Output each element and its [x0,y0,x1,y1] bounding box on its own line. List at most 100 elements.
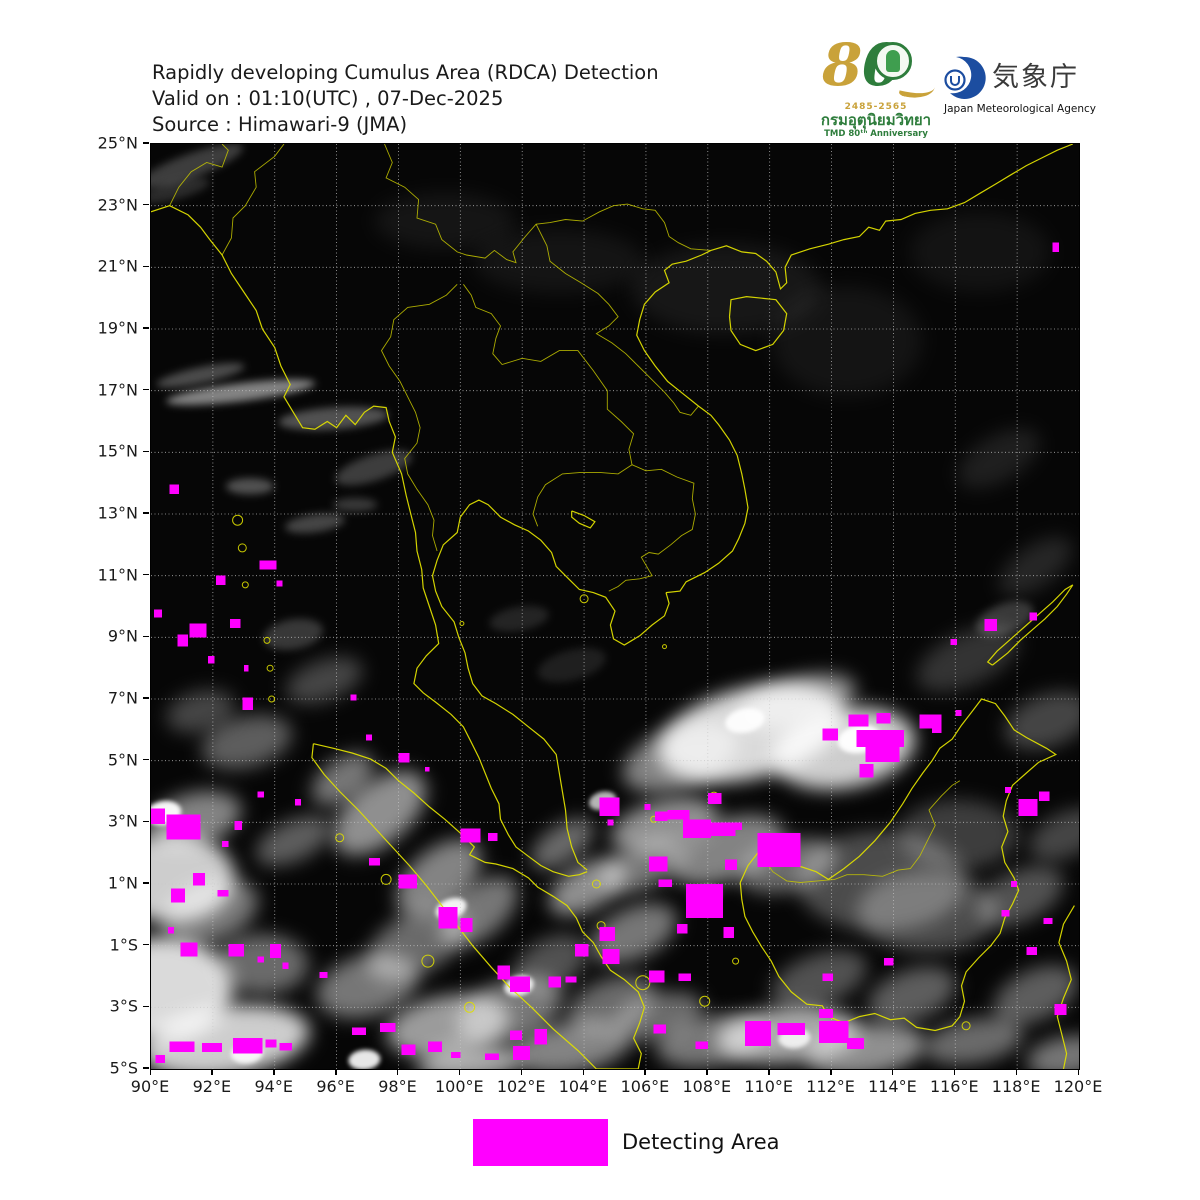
island-outline [421,954,435,968]
detection-area [216,575,226,585]
detection-area [509,976,530,992]
detection-area [686,884,724,918]
cloud-blob [285,657,363,704]
x-tick-mark [582,1069,585,1075]
detection-area [732,822,742,830]
y-tick-mark [143,697,149,699]
detection-area [151,808,165,824]
x-tick-label: 100°E [435,1077,484,1096]
x-tick-label: 118°E [991,1077,1041,1096]
x-tick-mark [953,1069,956,1075]
detection-area [744,1021,772,1046]
y-tick-label: 13°N [97,503,138,523]
tmd-80-mark: 8 0 [814,34,938,103]
detection-area [653,1024,667,1034]
detection-area [1026,947,1038,955]
y-tick-label: 5°S [109,1058,138,1078]
detection-area [265,1039,277,1048]
cloud-blob [631,243,822,334]
detection-area [534,1028,547,1045]
y-tick-label: 9°N [107,626,138,646]
cloud-blob [374,193,515,250]
island-outline [579,594,589,604]
detection-area [649,970,665,983]
detection-area [270,944,281,958]
detection-area [451,1052,461,1059]
coastline-palawan [986,584,1074,666]
x-tick-label: 90°E [130,1077,170,1096]
legend-detection-swatch [473,1119,608,1166]
detection-area [497,965,510,980]
detection-area [655,811,668,821]
title-block: Rapidly developing Cumulus Area (RDCA) D… [152,60,659,138]
detection-area [819,1021,849,1043]
y-tick-mark [143,635,149,638]
detection-area [369,857,380,866]
detection-area [599,797,620,817]
detection-area [676,924,688,934]
detection-area [228,944,244,957]
satellite-map[interactable] [150,143,1080,1070]
detection-area [279,1042,292,1051]
y-tick-label: 1°N [107,873,138,893]
cloud-blob [1027,1035,1079,1069]
x-tick-label: 94°E [254,1077,293,1096]
detection-area [1038,791,1050,801]
detection-area [955,709,962,716]
jma-name-japanese: 気象庁 [992,62,1079,93]
detection-area [276,580,283,587]
detection-area [350,694,357,701]
cloud-blob [161,878,258,945]
detection-area [319,971,328,979]
detection-area [644,803,651,810]
cloud-blob [916,625,1019,692]
x-tick-label: 116°E [929,1077,979,1096]
y-tick-label: 15°N [97,441,138,461]
valid-time: Valid on : 01:10(UTC) , 07-Dec-2025 [152,87,504,110]
cloud-blob [256,816,331,866]
country-border-myanmar-india [221,144,285,256]
detection-area [485,1053,499,1060]
detection-area [724,859,738,871]
tmd-anniversary-text: TMD 80ᵗʰ Anniversary [824,129,928,139]
cloud-blob [166,379,316,405]
island-outline [459,621,465,626]
legend-detection-label: Detecting Area [622,1130,780,1154]
country-border-myanmar-china-vietnam-china [384,144,711,264]
cloud-blob [348,1049,381,1069]
y-tick-label: 3°N [107,811,138,831]
detection-area [683,819,711,838]
detection-area [777,1022,806,1036]
detection-area [180,942,198,957]
cloud-blob [151,177,210,203]
island-outline [241,581,249,589]
cloud-blob [600,837,685,894]
detection-area [427,1041,442,1053]
page-title: Rapidly developing Cumulus Area (RDCA) D… [152,61,659,84]
cloud-blob [396,839,482,917]
detection-area [649,856,668,872]
x-tick-label: 98°E [378,1077,417,1096]
detection-area [856,729,905,747]
x-tick-mark [273,1069,275,1075]
cloud-blob [201,715,292,770]
cloud-blob [278,406,389,431]
coastline-hainan-island [728,295,788,352]
x-tick-label: 92°E [192,1077,232,1096]
y-tick-mark [143,327,149,329]
detection-area [757,833,801,867]
cloud-blob [867,966,957,1024]
x-tick-mark [520,1069,523,1075]
tmd-thai-name: กรมอุตุนิยมวิทยา [820,111,932,129]
island-outline [263,636,271,644]
detection-area [723,927,735,938]
cloud-blob [333,497,378,512]
coastline-sulawesi-west [1056,905,1075,1069]
island-outline [335,833,345,843]
cloud-blob [335,450,412,486]
detection-area [168,927,175,934]
detection-area [1054,1004,1067,1015]
x-tick-label: 112°E [806,1077,855,1096]
y-tick-mark [143,1005,149,1008]
